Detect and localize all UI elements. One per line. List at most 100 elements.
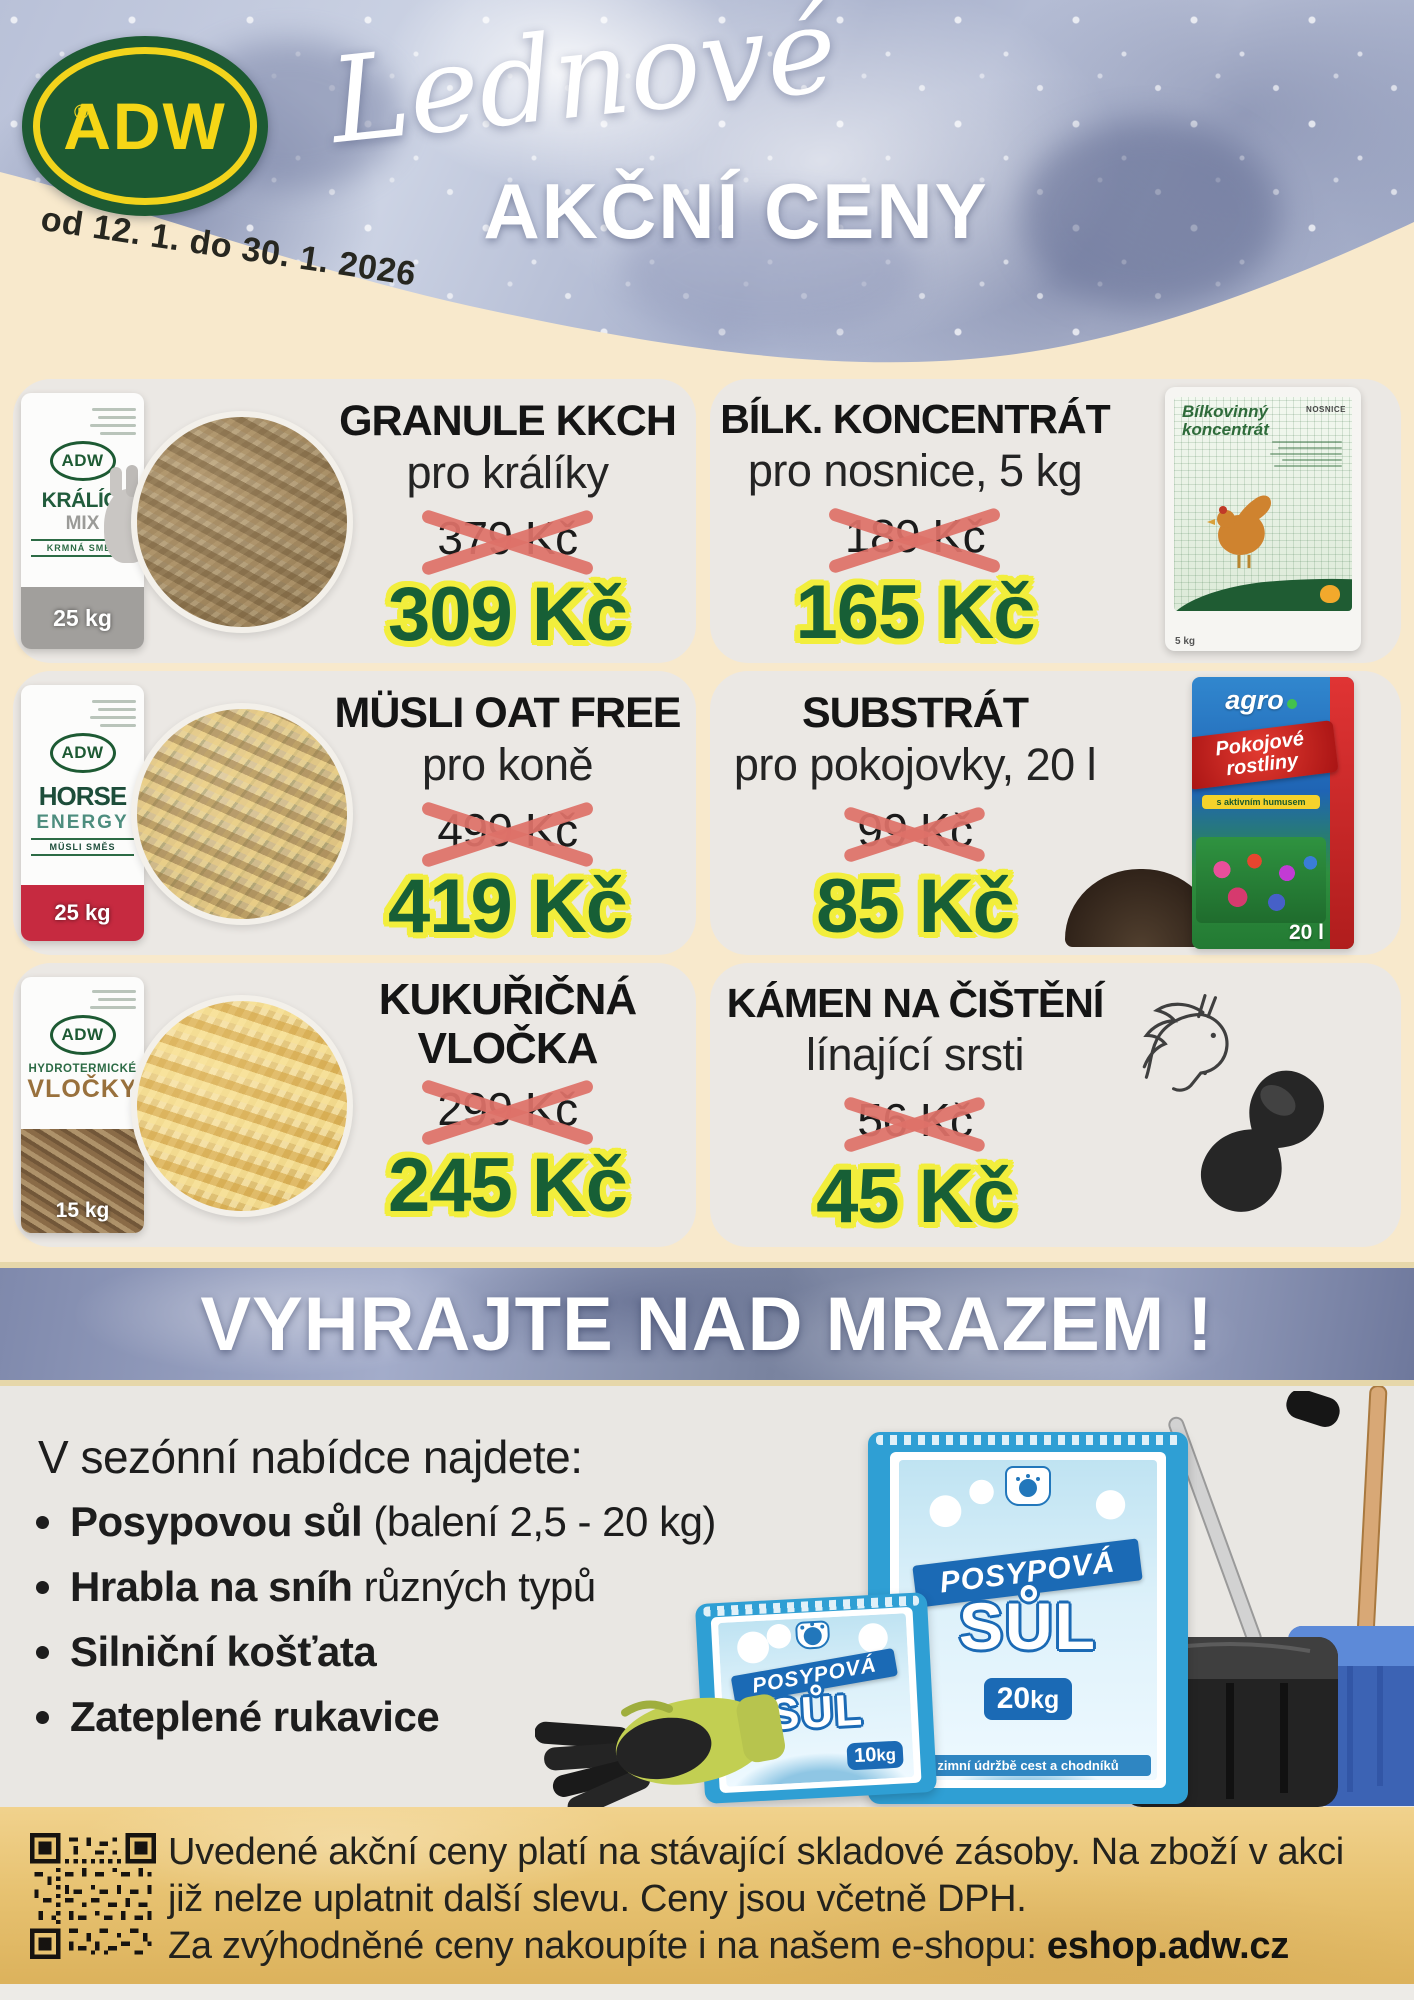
bag-title: HORSE — [38, 781, 127, 811]
banner-text: VYHRAJTE NAD MRAZEM ! — [200, 1281, 1214, 1367]
product-title: KUKUŘIČNÁ — [378, 975, 637, 1024]
product-title: SUBSTRÁT — [801, 689, 1029, 737]
bag-weight: 25 kg — [21, 587, 144, 649]
bullet-bold: Silniční košťata — [70, 1628, 377, 1675]
bag-image-vlocky: ADW HYDROTERMICKÉ VLOČKY 15 kg — [21, 977, 144, 1233]
logo-ring — [33, 47, 257, 205]
bag-inner: POSYPOVÁ SŮL 20kg zimní údržbě cest a ch… — [890, 1452, 1166, 1788]
salt-weight-unit: kg — [875, 1744, 897, 1765]
bullet-rukavice: Zateplené rukavice — [35, 1693, 440, 1741]
bullet-bold: Posypovou sůl — [70, 1498, 363, 1545]
product-photo-pellets — [131, 411, 353, 633]
salt-weight-number: 10 — [853, 1743, 878, 1768]
bottom-margin-strip — [0, 1984, 1414, 2000]
bag-subtitle: ENERGY — [36, 812, 129, 833]
main-title: AKČNÍ CENY — [483, 167, 989, 255]
product-card-kamen-na-cisteni: KÁMEN NA ČIŠTĚNÍ línající srsti 56 Kč 45… — [710, 963, 1401, 1247]
bullet-rest: různých typů — [352, 1563, 597, 1610]
bag-volume: 20 l — [1288, 921, 1324, 944]
bag-seal — [876, 1435, 1180, 1445]
product-card-granule-kkch: ADW KRÁLÍCI MIX KRMNÁ SMĚS 25 kg GRANULE… — [13, 379, 696, 663]
cleaning-stone-image — [1200, 1070, 1324, 1212]
product-photo-muesli — [131, 703, 353, 925]
bullet-bold: Hrabla na sníh — [70, 1563, 353, 1610]
new-price: 165 Kč — [795, 569, 1035, 655]
product-card-kukuricna-vlocka: ADW HYDROTERMICKÉ VLOČKY 15 kg KUKUŘIČNÁ… — [13, 963, 696, 1247]
bag-subtitle: VLOČKY — [27, 1075, 138, 1103]
logo-text: ADW — [63, 89, 227, 163]
bag-brand: ADW — [49, 733, 116, 773]
salt-weight-unit: kg — [1030, 1686, 1060, 1714]
product-subtitle: línající srsti — [805, 1028, 1025, 1080]
bag-weight-label: 25 kg — [53, 604, 112, 631]
bag-fine-print — [21, 685, 144, 727]
winter-blotch — [620, 200, 920, 340]
bullet-kostata: Silniční košťata — [35, 1628, 377, 1676]
eshop-url: eshop.adw.cz — [1046, 1925, 1289, 1967]
bag-type: KRMNÁ SMĚS — [31, 539, 134, 557]
footer-text: Uvedené akční ceny platí na stávající sk… — [168, 1829, 1344, 1970]
new-price: 245 Kč — [387, 1142, 628, 1228]
salt-caption: zimní údržbě cest a chodníků — [905, 1755, 1151, 1776]
bag-image-horse-energy: ADW HORSE ENERGY MÜSLI SMĚS 25 kg — [21, 685, 144, 941]
product-title: MÜSLI OAT FREE — [334, 689, 682, 737]
bag-fine-print — [21, 977, 144, 1009]
salt-product-name: SŮL — [959, 1589, 1097, 1663]
old-price: 56 Kč — [842, 1093, 988, 1154]
product-subtitle: pro koně — [421, 739, 594, 791]
bag-brand: ADW — [49, 1015, 116, 1055]
bag-subtitle: NOSNICE — [1306, 405, 1346, 414]
bag-side-stripe — [1330, 677, 1354, 949]
banner-vyhrajte-nad-mrazem: VYHRAJTE NAD MRAZEM ! — [0, 1262, 1414, 1386]
bag-brand: ADW — [49, 441, 116, 481]
bag-title-ribbon: Pokojové rostliny — [1192, 720, 1339, 790]
bag-weight-label: 25 kg — [54, 900, 111, 925]
old-price: 189 Kč — [827, 506, 1003, 575]
forestina-sun-logo — [794, 1620, 831, 1650]
old-price: 379 Kč — [420, 508, 595, 577]
winter-photo-header — [0, 0, 1414, 382]
bag-title: KRÁLÍCI — [41, 489, 124, 512]
old-price: 499 Kč — [420, 800, 595, 869]
footer-line-2: již nelze uplatnit další slevu. Ceny jso… — [168, 1878, 1027, 1920]
new-price: 45 Kč — [816, 1153, 1015, 1239]
product-title: BÍLK. KONCENTRÁT — [720, 396, 1110, 442]
bag-image-agro-substrat: agro Pokojové rostliny s aktivním humuse… — [1192, 677, 1354, 949]
salt-weight-number: 20 — [996, 1682, 1031, 1715]
bag-weight: 15 kg — [21, 1189, 144, 1233]
bullet-bold: Zateplené rukavice — [70, 1693, 440, 1740]
bag-type: MÜSLI SMĚS — [31, 838, 134, 856]
chick-image — [1320, 585, 1340, 603]
winter-gloves-image — [535, 1694, 785, 1807]
footer-line-1: Uvedené akční ceny platí na stávající sk… — [168, 1831, 1344, 1873]
hen-image — [1207, 495, 1271, 568]
product-card-substrat: SUBSTRÁT pro pokojovky, 20 l 99 Kč 85 Kč… — [710, 671, 1401, 955]
bag-claim: s aktivním humusem — [1202, 795, 1320, 809]
seasonal-offer-section: POSYPOVÁ SŮL 20kg zimní údržbě cest a ch… — [0, 1386, 1414, 1807]
bag-title: HYDROTERMICKÉ — [28, 1063, 137, 1075]
registered-mark: ® — [74, 102, 89, 124]
product-title-line2: VLOČKA — [417, 1024, 599, 1074]
bag-image-koncentrat: Bílkovinný koncentrát NOSNICE 5 kg — [1165, 387, 1361, 651]
adw-logo: ADW ® — [22, 36, 268, 216]
bag-brand: agro — [1192, 685, 1330, 716]
bag-weight: 5 kg — [1175, 636, 1196, 647]
product-subtitle: pro pokojovky, 20 l — [733, 739, 1097, 791]
footer-conditions: Uvedené akční ceny platí na stávající sk… — [0, 1807, 1414, 1984]
bag-fine-print — [1174, 397, 1352, 467]
product-card-bilk-koncentrat: BÍLK. KONCENTRÁT pro nosnice, 5 kg 189 K… — [710, 379, 1401, 663]
product-subtitle: pro nosnice, 5 kg — [747, 444, 1083, 496]
bag-green-panel: Bílkovinný koncentrát NOSNICE — [1174, 397, 1352, 611]
bag-flowers-image — [1196, 837, 1326, 923]
product-title: GRANULE KKCH — [339, 397, 677, 445]
bag-label: POSYPOVÁ SŮL 20kg zimní údržbě cest a ch… — [899, 1460, 1157, 1780]
bag-image-kralici-mix: ADW KRÁLÍCI MIX KRMNÁ SMĚS 25 kg — [21, 393, 144, 649]
salt-weight-badge: 10kg — [846, 1740, 904, 1771]
old-price: 99 Kč — [842, 803, 988, 864]
new-price: 419 Kč — [387, 864, 628, 950]
cream-wave — [0, 172, 1414, 402]
bag-fine-print — [21, 393, 144, 435]
product-card-musli-oat-free: ADW HORSE ENERGY MÜSLI SMĚS 25 kg MÜSLI … — [13, 671, 696, 955]
product-title: KÁMEN NA ČIŠTĚNÍ — [726, 980, 1105, 1026]
